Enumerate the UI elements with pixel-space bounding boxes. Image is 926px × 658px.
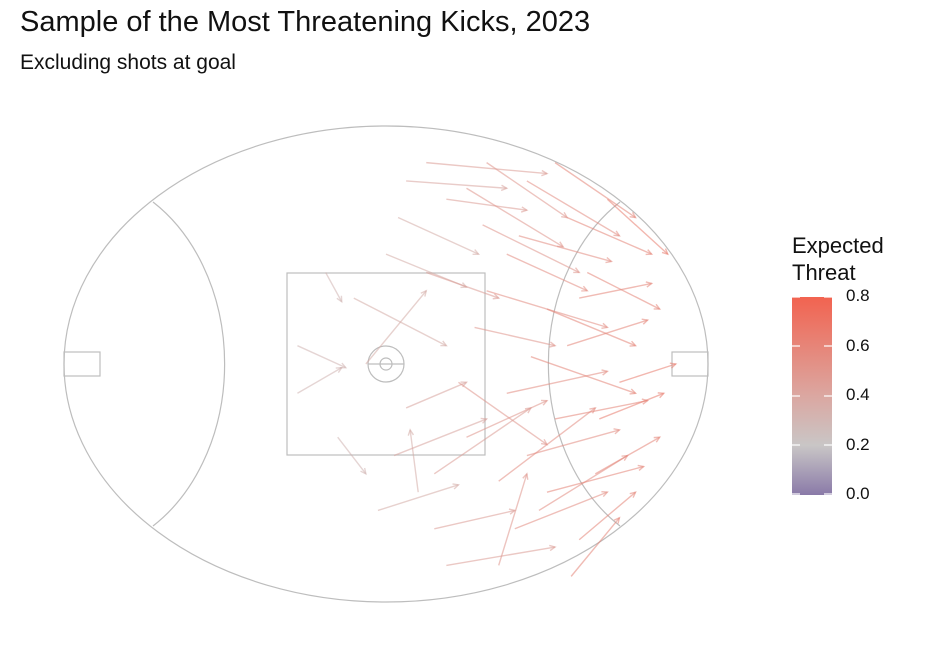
kick-arrow	[486, 290, 609, 330]
kick-arrow	[606, 198, 669, 256]
kick-arrow	[466, 187, 565, 248]
kick-arrow	[474, 326, 557, 348]
legend-tick-label: 0.6	[846, 336, 870, 355]
kick-arrow	[586, 271, 662, 310]
kick-arrow	[526, 428, 622, 457]
left-arc	[152, 201, 226, 527]
kick-arrow	[514, 491, 609, 530]
kick-arrow	[433, 407, 533, 475]
kick-arrow	[446, 198, 529, 213]
kick-arrow	[554, 162, 637, 219]
kick-arrow	[566, 318, 650, 347]
kick-arrow	[397, 216, 481, 255]
kick-arrow	[297, 345, 348, 369]
legend-tick-label: 0.4	[846, 385, 870, 404]
right-arc	[547, 201, 621, 527]
kick-arrow	[546, 308, 638, 347]
kick-arrow	[365, 289, 428, 365]
legend	[792, 296, 832, 495]
kick-arrow	[566, 216, 654, 256]
legend-tick-label: 0.2	[846, 435, 870, 454]
chart-title: Sample of the Most Threatening Kicks, 20…	[20, 6, 591, 38]
kick-arrow	[377, 483, 460, 512]
kick-arrow	[482, 224, 581, 274]
kick-arrow	[530, 356, 638, 395]
field-markings	[63, 125, 709, 603]
kick-arrow	[405, 381, 468, 409]
kick-arrow	[546, 464, 646, 493]
kick-arrow	[325, 272, 343, 304]
kick-arrow	[599, 392, 666, 420]
kick-arrow	[446, 544, 557, 567]
kick-arrow	[518, 235, 613, 264]
left-goal-square	[63, 351, 101, 377]
legend-ticks	[792, 296, 832, 495]
kick-arrow	[426, 271, 501, 300]
kick-arrow	[554, 398, 650, 420]
kick-arrow	[426, 161, 549, 177]
legend-title-line-2: Threat	[792, 260, 856, 285]
kick-arrow	[337, 436, 367, 476]
legend-tick-label: 0.0	[846, 484, 870, 503]
kick-arrow	[498, 472, 529, 566]
kick-arrow	[498, 406, 597, 482]
centre-square	[286, 272, 486, 456]
legend-title-line-1: Expected	[792, 233, 884, 258]
kick-arrow	[579, 281, 654, 299]
kick-arrow	[506, 369, 609, 394]
kick-arrow	[406, 180, 509, 192]
chart-subtitle: Excluding shots at goal	[20, 51, 236, 74]
kick-arrow	[619, 362, 678, 383]
kick-arrow	[393, 417, 489, 457]
kick-arrow	[434, 508, 517, 530]
kick-arrows	[297, 161, 678, 577]
legend-tick-label: 0.8	[846, 286, 870, 305]
kick-arrow	[466, 399, 549, 438]
legend-title: Expected Threat	[792, 232, 884, 286]
kick-arrow	[506, 253, 589, 292]
kick-arrow	[570, 516, 621, 577]
right-goal-square	[671, 351, 709, 377]
kick-arrow	[297, 366, 344, 394]
kick-arrow	[594, 436, 662, 475]
kick-arrow	[526, 180, 621, 237]
kick-arrow	[578, 491, 637, 541]
kick-arrow	[486, 162, 569, 219]
kick-arrow	[353, 297, 448, 347]
kick-arrow	[407, 428, 419, 493]
